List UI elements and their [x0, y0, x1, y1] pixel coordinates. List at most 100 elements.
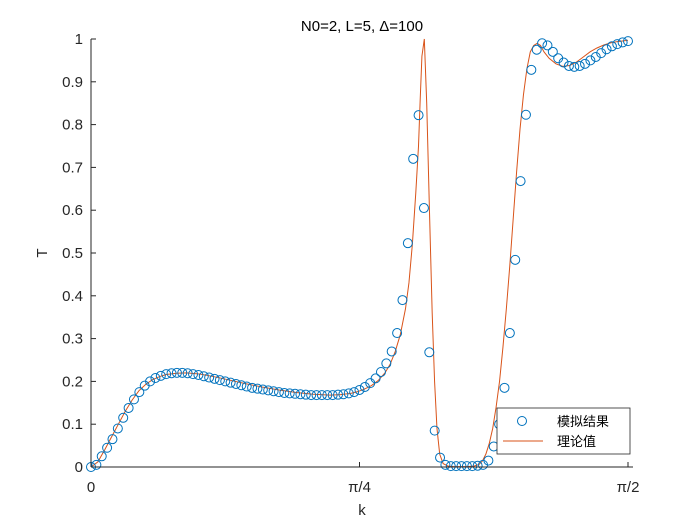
legend-marker-simulation — [517, 416, 527, 426]
simulation-data-point — [112, 423, 123, 434]
simulation-data-point — [91, 459, 102, 470]
simulation-data-point — [327, 390, 338, 401]
simulation-data-point — [563, 60, 574, 71]
y-tick-label: 0.5 — [62, 245, 83, 262]
simulation-data-point — [230, 378, 241, 389]
simulation-data-point — [381, 358, 392, 369]
y-axis-label: T — [34, 248, 51, 257]
simulation-data-point — [418, 203, 429, 214]
simulation-data-point — [456, 461, 467, 472]
y-tick-label: 0.2 — [62, 373, 83, 390]
simulation-data-point — [198, 371, 209, 382]
chart-title: N0=2, L=5, Δ=100 — [301, 18, 423, 35]
y-tick-label: 0.1 — [62, 416, 83, 433]
simulation-data-point — [128, 394, 139, 405]
simulation-data-point — [268, 386, 279, 397]
simulation-data-point — [429, 425, 440, 436]
x-axis-label: k — [358, 502, 366, 519]
simulation-data-point — [531, 44, 542, 55]
legend-label-simulation: 模拟结果 — [557, 415, 609, 430]
simulation-data-point — [123, 402, 134, 413]
simulation-data-point — [558, 57, 569, 68]
simulation-data-point — [263, 385, 274, 396]
x-ticks: 0 π/4 π/2 — [87, 462, 639, 496]
simulation-data-point — [392, 328, 403, 339]
simulation-data-point — [257, 384, 268, 395]
simulation-data-point — [386, 346, 397, 357]
simulation-data-point — [402, 238, 413, 249]
simulation-data-point — [155, 370, 166, 381]
simulation-data-point — [451, 461, 462, 472]
simulation-data-point — [375, 366, 386, 377]
y-tick-label: 0.7 — [62, 159, 83, 176]
simulation-data-point — [440, 459, 451, 470]
simulation-data-point — [177, 367, 188, 378]
simulation-data-point — [284, 388, 295, 399]
simulation-data-point — [193, 369, 204, 380]
simulation-data-point — [306, 390, 317, 401]
simulation-data-point — [338, 389, 349, 400]
simulation-data-point — [322, 390, 333, 401]
simulation-data-point — [204, 372, 215, 383]
x-tick-label: 0 — [87, 479, 95, 496]
legend-box — [496, 407, 631, 455]
simulation-data-point — [182, 368, 193, 379]
simulation-data-point — [483, 455, 494, 466]
simulation-data-point — [520, 109, 531, 120]
y-tick-label: 0.8 — [62, 117, 83, 134]
simulation-data-point — [542, 40, 553, 51]
simulation-data-point — [612, 39, 623, 50]
simulation-data-point — [515, 176, 526, 187]
simulation-data-point — [370, 373, 381, 384]
simulation-data-point — [96, 451, 107, 462]
simulation-data-point — [537, 38, 548, 49]
y-tick-label: 0.6 — [62, 202, 83, 219]
simulation-data-point — [413, 110, 424, 121]
simulation-data-point — [617, 37, 628, 48]
simulation-data-point — [499, 382, 510, 393]
simulation-data-point — [118, 412, 129, 423]
simulation-data-point — [467, 461, 478, 472]
simulation-data-point — [547, 46, 558, 57]
simulation-data-point — [273, 387, 284, 398]
y-ticks: 0 0.1 0.2 0.3 0.4 0.5 0.6 0.7 0.8 0.9 1 — [62, 31, 96, 476]
simulation-data-point — [472, 460, 483, 471]
simulation-data-point — [349, 387, 360, 398]
simulation-data-point — [145, 376, 156, 387]
simulation-data-point — [526, 64, 537, 75]
simulation-data-point — [585, 55, 596, 66]
simulation-data-point — [188, 369, 199, 380]
simulation-data-point — [134, 387, 145, 398]
simulation-data-point — [569, 61, 580, 72]
simulation-data-point — [252, 383, 263, 394]
simulation-data-point — [596, 48, 607, 59]
simulation-data-point — [279, 387, 290, 398]
legend: 模拟结果 理论值 — [496, 407, 631, 455]
simulation-data-point — [580, 58, 591, 69]
legend-label-theory: 理论值 — [557, 434, 596, 450]
y-tick-label: 0.3 — [62, 331, 83, 348]
simulation-data-point — [397, 295, 408, 306]
simulation-data-point — [601, 44, 612, 55]
simulation-data-point — [354, 384, 365, 395]
simulation-data-point — [161, 369, 172, 380]
simulation-data-point — [225, 377, 236, 388]
simulation-data-point — [574, 60, 585, 71]
simulation-data-point — [510, 254, 521, 265]
simulation-data-point — [606, 41, 617, 52]
simulation-data-point — [166, 368, 177, 379]
simulation-data-point — [343, 388, 354, 399]
simulation-data-point — [107, 434, 118, 445]
simulation-data-point — [504, 328, 515, 339]
simulation-data-point — [236, 380, 247, 391]
simulation-data-point — [590, 51, 601, 62]
simulation-data-point — [311, 390, 322, 401]
simulation-data-point — [290, 388, 301, 399]
simulation-data-point — [102, 442, 113, 453]
simulation-data-point — [247, 382, 258, 393]
simulation-data-point — [359, 381, 370, 392]
simulation-data-point — [220, 376, 231, 387]
simulation-data-point — [300, 389, 311, 400]
simulation-data-point — [316, 390, 327, 401]
